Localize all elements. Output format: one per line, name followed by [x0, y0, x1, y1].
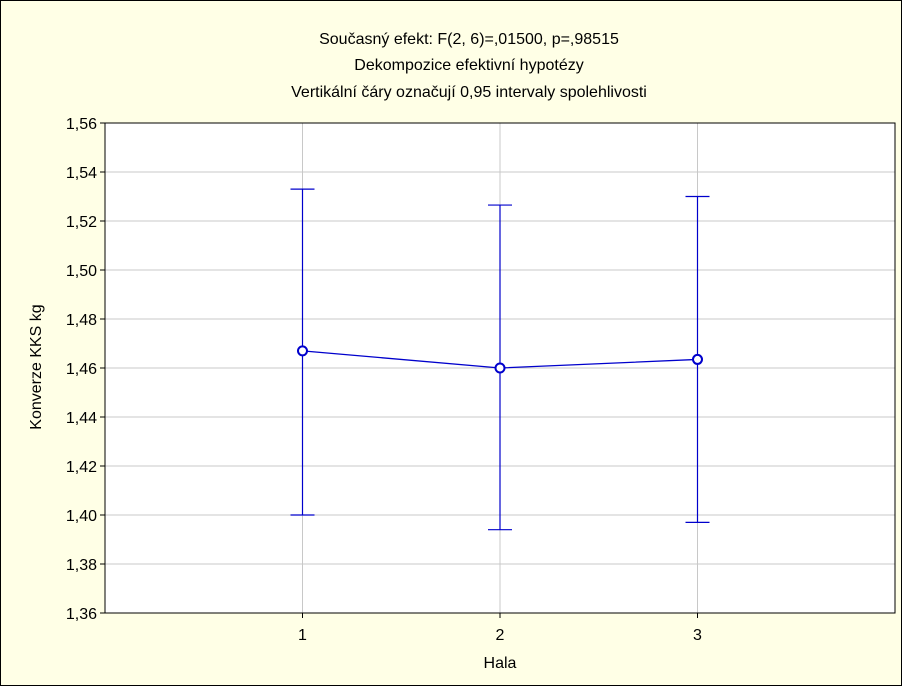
y-tick-label: 1,46 — [66, 361, 97, 378]
data-point — [297, 345, 308, 357]
chart-title-line-3: Vertikální čáry označují 0,95 intervaly … — [291, 84, 647, 101]
y-axis-label: Konverze KKS kg — [28, 304, 45, 429]
y-tick-label: 1,54 — [66, 165, 97, 182]
x-tick-label: 2 — [496, 627, 505, 644]
y-tick-label: 1,50 — [66, 263, 97, 280]
chart-title-line-2: Dekompozice efektivní hypotézy — [354, 57, 583, 74]
plot-border — [104, 122, 896, 614]
y-tick-label: 1,38 — [66, 557, 97, 574]
y-tick-label: 1,56 — [66, 116, 97, 133]
y-tick-label: 1,42 — [66, 459, 97, 476]
y-tick-label: 1,44 — [66, 410, 97, 427]
y-tick-label: 1,52 — [66, 214, 97, 231]
chart-title-line-1: Současný efekt: F(2, 6)=,01500, p=,98515 — [319, 31, 619, 48]
x-tick-label: 3 — [693, 627, 702, 644]
data-point — [494, 362, 506, 374]
data-series — [290, 188, 710, 531]
y-tick-label: 1,36 — [66, 606, 97, 623]
y-tick-label: 1,48 — [66, 312, 97, 329]
axes: 1,36 1,38 1,40 1,42 1,44 1,46 1,48 1,50 1,52 1,54… — [66, 116, 702, 644]
x-tick-label: 1 — [298, 627, 307, 644]
x-axis-label: Hala — [484, 655, 517, 672]
y-tick-label: 1,40 — [66, 508, 97, 525]
data-point — [692, 353, 703, 365]
